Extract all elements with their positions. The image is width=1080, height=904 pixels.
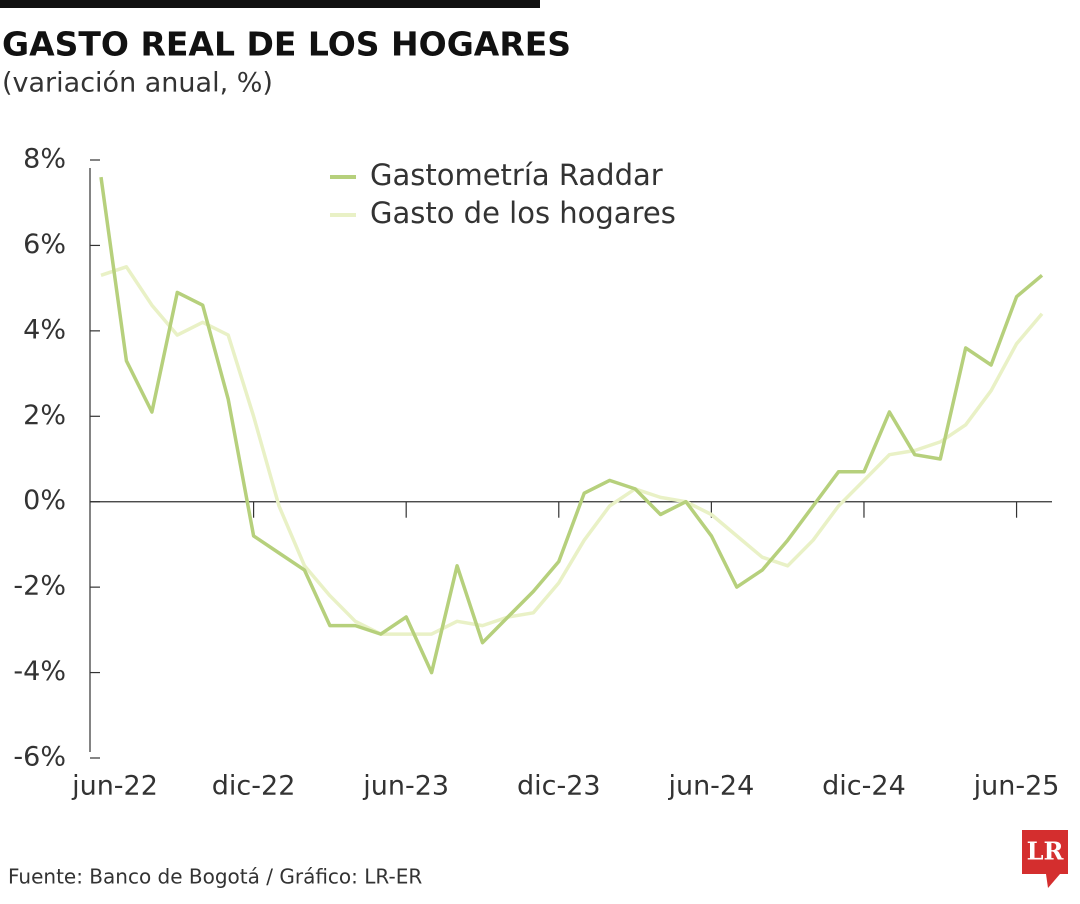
x-tick-label: jun-23: [362, 771, 449, 802]
logo-text: LR: [1027, 837, 1065, 866]
logo-box: [1022, 830, 1068, 874]
source: Fuente: Banco de Bogotá / Gráfico: LR-ER: [8, 865, 422, 889]
series-line: [100, 265, 1044, 636]
logo-tail: [1046, 874, 1060, 888]
y-tick-label: 4%: [23, 314, 66, 345]
y-tick-label: 0%: [23, 485, 66, 516]
y-tick-label: -6%: [13, 742, 66, 773]
x-tick-label: jun-24: [667, 771, 754, 802]
chart-subtitle: (variación anual, %): [2, 68, 273, 99]
legend-label: Gastometría Raddar: [370, 158, 663, 192]
y-tick-label: 2%: [23, 400, 66, 431]
top-bar: [0, 0, 540, 8]
chart-title: GASTO REAL DE LOS HOGARES: [2, 25, 571, 64]
y-tick-label: 6%: [23, 229, 66, 260]
series-line: [99, 176, 1044, 675]
x-tick-label: dic-22: [212, 771, 296, 802]
y-tick-label: -2%: [13, 571, 66, 602]
x-tick-label: jun-25: [973, 771, 1060, 802]
x-tick-label: dic-23: [517, 771, 601, 802]
y-tick-label: 8%: [23, 144, 66, 175]
legend-label: Gasto de los hogares: [370, 196, 676, 230]
x-tick-label: dic-24: [822, 771, 906, 802]
logo: LR: [1022, 830, 1068, 888]
x-tick-label: jun-22: [71, 771, 158, 802]
y-tick-label: -4%: [13, 656, 66, 687]
